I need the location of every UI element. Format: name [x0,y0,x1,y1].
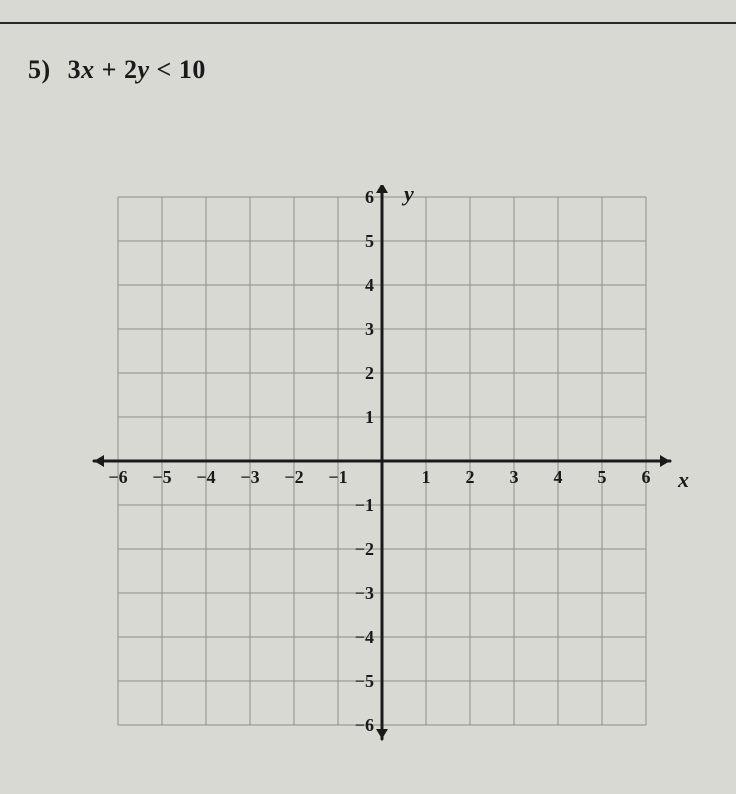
problem-number: 5) [28,55,51,85]
svg-text:1: 1 [422,467,431,487]
svg-text:2: 2 [365,363,374,383]
svg-text:−2: −2 [284,467,303,487]
problem-expression: 3x + 2y < 10 [68,55,206,84]
svg-text:4: 4 [554,467,563,487]
svg-text:−4: −4 [196,467,215,487]
svg-text:6: 6 [365,187,374,207]
svg-text:−2: −2 [355,539,374,559]
svg-text:1: 1 [365,407,374,427]
coordinate-grid: −6 −5 −4 −3 −2 −1 1 2 3 4 5 6 −6 −5 −4 −3 −2 −1 1 2 3 4 5 6 y x [88,185,690,741]
svg-text:−5: −5 [355,671,374,691]
svg-text:3: 3 [510,467,519,487]
svg-text:x: x [677,467,689,492]
svg-text:−5: −5 [152,467,171,487]
svg-text:−3: −3 [240,467,259,487]
svg-text:−4: −4 [355,627,374,647]
top-horizontal-rule [0,22,736,24]
svg-text:−1: −1 [328,467,347,487]
svg-text:−1: −1 [355,495,374,515]
problem-statement: 5) 3x + 2y < 10 [28,55,206,85]
svg-text:−6: −6 [108,467,127,487]
svg-text:4: 4 [365,275,374,295]
svg-text:y: y [401,185,414,206]
svg-text:5: 5 [598,467,607,487]
svg-text:6: 6 [642,467,651,487]
svg-text:−6: −6 [355,715,374,735]
svg-text:2: 2 [466,467,475,487]
svg-text:5: 5 [365,231,374,251]
svg-text:3: 3 [365,319,374,339]
svg-text:−3: −3 [355,583,374,603]
